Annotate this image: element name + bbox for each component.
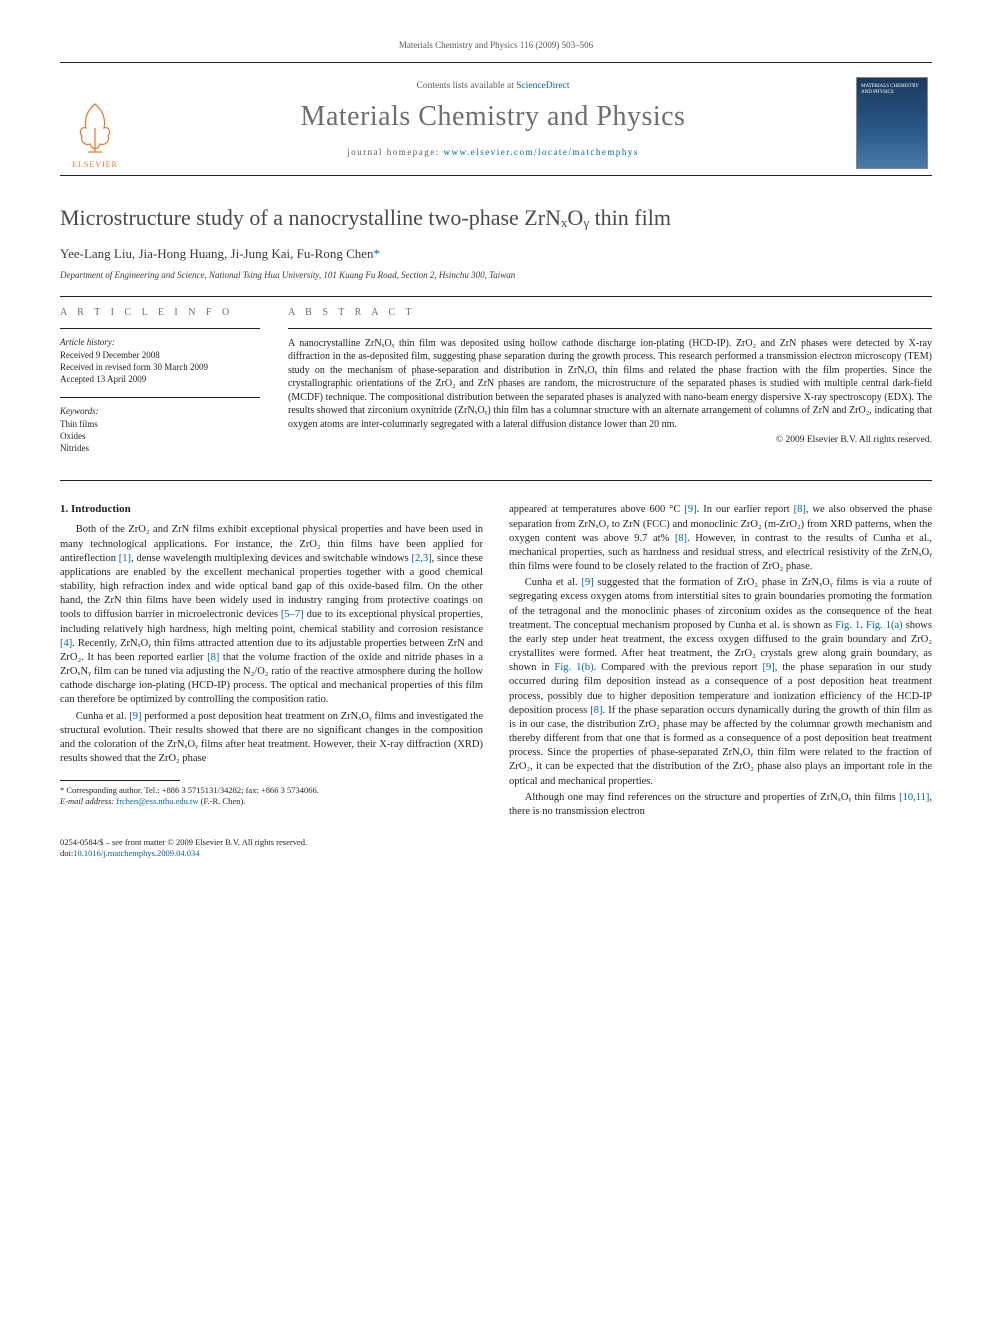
article-info-row: A R T I C L E I N F O Article history: R…	[60, 307, 932, 467]
abstract-copyright: © 2009 Elsevier B.V. All rights reserved…	[288, 435, 932, 445]
running-header: Materials Chemistry and Physics 116 (200…	[60, 40, 932, 50]
footnote-email-who: (F.-R. Chen).	[199, 796, 246, 806]
citation-link[interactable]: [9]	[763, 662, 775, 673]
citation-link[interactable]: [10,11]	[899, 792, 929, 803]
footnote-rule	[60, 780, 180, 781]
footnote-email-link[interactable]: frchen@ess.nthu.edu.tw	[116, 796, 198, 806]
history-block: Received 9 December 2008 Received in rev…	[60, 349, 260, 385]
page-footer: 0254-0584/$ – see front matter © 2009 El…	[60, 837, 932, 859]
footnotes: * Corresponding author. Tel.: +886 3 571…	[60, 785, 483, 807]
author-list: Yee-Lang Liu, Jia-Hong Huang, Ji-Jung Ka…	[60, 246, 932, 262]
figure-link[interactable]: Fig. 1(a)	[866, 620, 903, 631]
masthead: ELSEVIER Contents lists available at Sci…	[60, 69, 932, 175]
info-rule-top	[60, 296, 932, 297]
elsevier-tree-icon	[68, 98, 122, 158]
masthead-rule-top	[60, 62, 932, 63]
history-received: Received 9 December 2008	[60, 349, 260, 361]
citation-link[interactable]: [8]	[207, 652, 219, 663]
keywords-title: Keywords:	[60, 406, 260, 416]
body-columns: 1. Introduction Both of the ZrO₂ and ZrN…	[60, 503, 932, 819]
abstract-rule	[288, 328, 932, 329]
info-rule-bottom	[60, 480, 932, 481]
citation-link[interactable]: [5–7]	[281, 609, 304, 620]
citation-link[interactable]: [9]	[129, 711, 141, 722]
article-info-left: A R T I C L E I N F O Article history: R…	[60, 307, 260, 467]
history-accepted: Accepted 13 April 2009	[60, 373, 260, 385]
affiliation: Department of Engineering and Science, N…	[60, 270, 932, 280]
publisher-block: ELSEVIER	[60, 77, 130, 169]
journal-name: Materials Chemistry and Physics	[140, 101, 846, 133]
footer-doi-line: doi:10.1016/j.matchemphys.2009.04.034	[60, 848, 932, 859]
keywords-block: Thin films Oxides Nitrides	[60, 418, 260, 454]
footnote-corresponding: * Corresponding author. Tel.: +886 3 571…	[60, 785, 483, 796]
journal-homepage-link[interactable]: www.elsevier.com/locate/matchemphys	[444, 147, 639, 157]
citation-link[interactable]: [2,3]	[412, 553, 432, 564]
article-info-head: A R T I C L E I N F O	[60, 307, 260, 318]
body-para-5: Although one may find references on the …	[509, 791, 932, 819]
keyword-3: Nitrides	[60, 442, 260, 454]
footnote-email-label: E-mail address:	[60, 796, 116, 806]
figure-link[interactable]: Fig. 1(b)	[555, 662, 594, 673]
citation-link[interactable]: [9]	[684, 504, 696, 515]
citation-link[interactable]: [8]	[675, 533, 687, 544]
contents-prefix: Contents lists available at	[416, 81, 516, 91]
body-para-1: Both of the ZrO₂ and ZrN films exhibit e…	[60, 523, 483, 707]
contents-available-line: Contents lists available at ScienceDirec…	[140, 81, 846, 91]
citation-link[interactable]: [8]	[590, 705, 602, 716]
homepage-prefix: journal homepage:	[347, 147, 443, 157]
sciencedirect-link[interactable]: ScienceDirect	[516, 81, 569, 91]
footer-doi-label: doi:	[60, 848, 73, 858]
keyword-1: Thin films	[60, 418, 260, 430]
journal-cover-thumbnail: MATERIALS CHEMISTRY AND PHYSICS	[856, 77, 928, 169]
cover-title: MATERIALS CHEMISTRY AND PHYSICS	[861, 84, 923, 95]
section-1-heading: 1. Introduction	[60, 503, 483, 515]
citation-link[interactable]: [4]	[60, 638, 72, 649]
keyword-2: Oxides	[60, 430, 260, 442]
body-para-2: Cunha et al. [9] performed a post deposi…	[60, 710, 483, 767]
citation-link[interactable]: [9]	[581, 577, 593, 588]
body-para-4: Cunha et al. [9] suggested that the form…	[509, 576, 932, 789]
history-title: Article history:	[60, 337, 260, 347]
corresponding-author-mark[interactable]: *	[374, 246, 381, 261]
footer-doi-link[interactable]: 10.1016/j.matchemphys.2009.04.034	[73, 848, 199, 858]
info-rule-left	[60, 328, 260, 329]
info-rule-left-2	[60, 397, 260, 398]
article-title: Microstructure study of a nanocrystallin…	[60, 204, 932, 232]
abstract-column: A B S T R A C T A nanocrystalline ZrNₓOᵧ…	[288, 307, 932, 467]
history-revised: Received in revised form 30 March 2009	[60, 361, 260, 373]
journal-homepage-line: journal homepage: www.elsevier.com/locat…	[140, 147, 846, 157]
citation-link[interactable]: [8]	[794, 504, 806, 515]
abstract-text: A nanocrystalline ZrNₓOᵧ thin film was d…	[288, 337, 932, 432]
authors-names: Yee-Lang Liu, Jia-Hong Huang, Ji-Jung Ka…	[60, 246, 374, 261]
figure-link[interactable]: Fig. 1	[835, 620, 860, 631]
body-para-3: appeared at temperatures above 600 °C [9…	[509, 503, 932, 574]
footer-copyright: 0254-0584/$ – see front matter © 2009 El…	[60, 837, 932, 848]
abstract-head: A B S T R A C T	[288, 307, 932, 318]
citation-link[interactable]: [1]	[119, 553, 131, 564]
masthead-rule-bottom	[60, 175, 932, 176]
footnote-email-line: E-mail address: frchen@ess.nthu.edu.tw (…	[60, 796, 483, 807]
publisher-name: ELSEVIER	[72, 160, 118, 169]
